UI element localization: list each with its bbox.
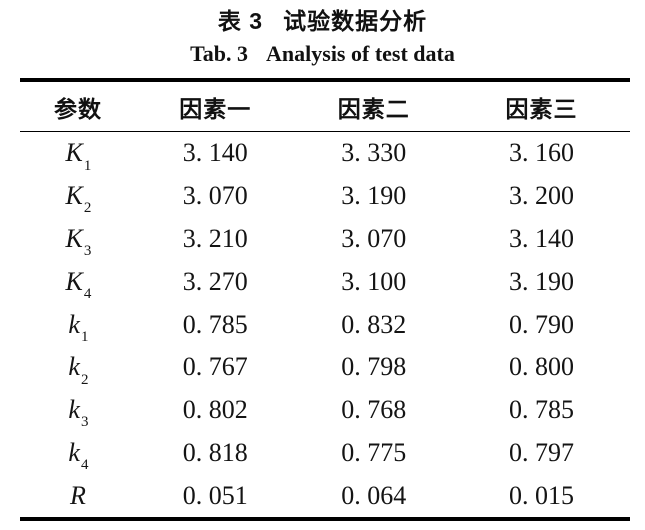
value-cell: 3. 160 — [509, 138, 575, 168]
param-cell: K4 — [20, 260, 136, 303]
value-cell: 3. 330 — [341, 138, 407, 168]
value-cell: 3. 190 — [509, 266, 575, 296]
value-cell: 0. 768 — [341, 395, 407, 425]
table-header-row: 参数 因素一 因素二 因素三 — [20, 80, 630, 132]
value-cell: 3. 270 — [182, 266, 248, 296]
table-row: k3 0. 802 0. 768 0. 785 — [20, 389, 630, 432]
value-cell: 3. 070 — [341, 223, 407, 253]
table-row: K2 3. 070 3. 190 3. 200 — [20, 175, 630, 218]
value-cell: 0. 051 — [182, 480, 248, 510]
param-subscript: 2 — [83, 200, 92, 217]
value-cell: 0. 818 — [182, 437, 248, 467]
table-title-en: Analysis of test data — [266, 41, 455, 66]
table-row: K1 3. 140 3. 330 3. 160 — [20, 132, 630, 175]
analysis-table: 参数 因素一 因素二 因素三 K1 3. 140 3. 330 3. 160 K… — [20, 78, 630, 522]
column-header-factor-3: 因素三 — [453, 80, 630, 132]
param-symbol: k — [68, 352, 80, 382]
value-cell: 3. 210 — [182, 223, 248, 253]
table-row: R 0. 051 0. 064 0. 015 — [20, 474, 630, 519]
value-cell: 0. 798 — [341, 352, 407, 382]
value-cell: 3. 140 — [182, 138, 248, 168]
table-number-en: Tab. 3 — [190, 41, 249, 66]
table-row: k1 0. 785 0. 832 0. 790 — [20, 303, 630, 346]
param-symbol: K — [65, 138, 83, 168]
table-row: k2 0. 767 0. 798 0. 800 — [20, 346, 630, 389]
param-symbol: K — [65, 266, 83, 296]
value-cell: 3. 140 — [509, 223, 575, 253]
value-cell: 3. 200 — [509, 181, 575, 211]
param-symbol: k — [68, 437, 80, 467]
param-symbol: K — [65, 223, 83, 253]
param-symbol: K — [65, 181, 83, 211]
param-symbol: k — [68, 395, 80, 425]
param-subscript: 3 — [83, 243, 92, 260]
column-header-factor-1: 因素一 — [135, 80, 295, 132]
value-cell: 0. 785 — [182, 309, 248, 339]
value-cell: 0. 064 — [341, 480, 407, 510]
table-title-zh: 试验数据分析 — [283, 8, 428, 34]
table-number-zh: 表 3 — [217, 8, 264, 34]
value-cell: 0. 775 — [341, 437, 407, 467]
param-subscript: 4 — [80, 457, 89, 474]
param-symbol: R — [70, 480, 86, 510]
param-cell: k3 — [20, 389, 136, 432]
value-cell: 0. 015 — [509, 480, 575, 510]
param-cell: k4 — [20, 432, 136, 475]
param-subscript: 3 — [80, 414, 89, 431]
table-caption-chinese: 表 3 试验数据分析 — [0, 7, 645, 35]
param-cell: K2 — [20, 175, 136, 218]
param-cell: k2 — [20, 346, 136, 389]
param-cell: K1 — [20, 132, 136, 175]
param-subscript: 1 — [80, 328, 89, 345]
param-cell: R — [20, 474, 136, 519]
value-cell: 0. 767 — [182, 352, 248, 382]
value-cell: 0. 785 — [509, 395, 575, 425]
param-cell: k1 — [20, 303, 136, 346]
value-cell: 0. 802 — [182, 395, 248, 425]
value-cell: 3. 100 — [341, 266, 407, 296]
param-subscript: 4 — [83, 285, 92, 302]
table-caption-english: Tab. 3 Analysis of test data — [0, 41, 645, 67]
param-symbol: k — [68, 309, 80, 339]
table-row: K3 3. 210 3. 070 3. 140 — [20, 218, 630, 261]
table-row: k4 0. 818 0. 775 0. 797 — [20, 432, 630, 475]
column-header-parameter: 参数 — [20, 80, 136, 132]
value-cell: 3. 070 — [182, 181, 248, 211]
param-cell: K3 — [20, 218, 136, 261]
value-cell: 3. 190 — [341, 181, 407, 211]
value-cell: 0. 790 — [509, 309, 575, 339]
value-cell: 0. 832 — [341, 309, 407, 339]
value-cell: 0. 800 — [509, 352, 575, 382]
column-header-factor-2: 因素二 — [294, 80, 454, 132]
param-subscript: 1 — [83, 157, 92, 174]
param-subscript: 2 — [80, 371, 89, 388]
value-cell: 0. 797 — [509, 437, 575, 467]
table-row: K4 3. 270 3. 100 3. 190 — [20, 260, 630, 303]
